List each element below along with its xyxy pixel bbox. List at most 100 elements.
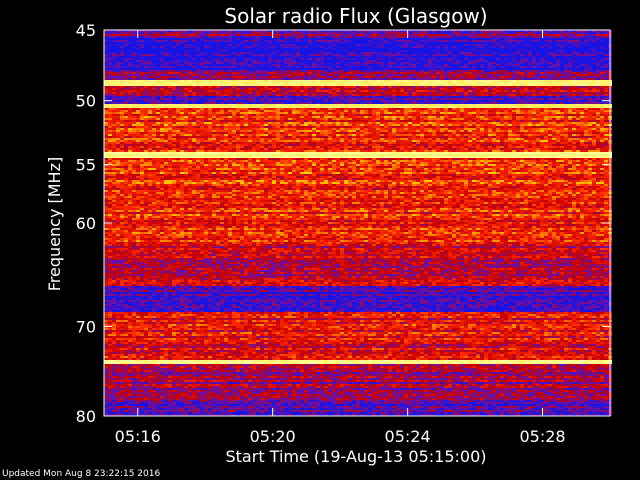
heatmap-cell-row-31 bbox=[392, 92, 396, 94]
heatmap-cell-row-7 bbox=[472, 44, 476, 46]
heatmap-cell-row-25 bbox=[588, 80, 592, 82]
heatmap-cell-row-26 bbox=[456, 82, 460, 84]
heatmap-cell-row-20 bbox=[120, 70, 124, 72]
heatmap-cell-row-10 bbox=[332, 50, 336, 52]
heatmap-cell-row-22 bbox=[344, 74, 348, 76]
heatmap-cell-row-32 bbox=[592, 94, 596, 96]
heatmap-cell-row-32 bbox=[108, 94, 112, 96]
heatmap-cell-row-5 bbox=[444, 40, 448, 42]
heatmap-cell-row-26 bbox=[160, 82, 164, 84]
heatmap-cell-row-31 bbox=[316, 92, 320, 94]
heatmap-cell-row-27 bbox=[380, 84, 384, 86]
heatmap-cell-row-21 bbox=[248, 72, 252, 74]
heatmap-cell-row-20 bbox=[368, 70, 372, 72]
heatmap-cell-row-5 bbox=[144, 40, 148, 42]
heatmap-cell-row-9 bbox=[452, 48, 456, 50]
heatmap-cell-row-13 bbox=[192, 56, 196, 58]
heatmap-cell-row-23 bbox=[424, 76, 428, 78]
heatmap-cell-row-35 bbox=[552, 100, 556, 102]
heatmap-cell-row-1 bbox=[584, 32, 588, 34]
heatmap-cell-row-36 bbox=[340, 102, 344, 104]
heatmap-cell-row-31 bbox=[160, 92, 164, 94]
heatmap-cell-row-24 bbox=[236, 78, 240, 80]
heatmap-cell-row-5 bbox=[148, 40, 152, 42]
heatmap-cell-row-18 bbox=[480, 66, 484, 68]
heatmap-cell-row-11 bbox=[208, 52, 212, 54]
heatmap-cell-row-34 bbox=[336, 98, 340, 100]
heatmap-cell-row-5 bbox=[236, 40, 240, 42]
heatmap-cell-row-12 bbox=[192, 54, 196, 56]
heatmap-cell-row-36 bbox=[148, 102, 152, 104]
heatmap-cell-row-5 bbox=[440, 40, 444, 42]
heatmap-cell-row-10 bbox=[316, 50, 320, 52]
heatmap-cell-row-33 bbox=[272, 96, 276, 98]
heatmap-cell-row-7 bbox=[108, 44, 112, 46]
heatmap-cell-row-31 bbox=[432, 92, 436, 94]
heatmap-cell-row-2 bbox=[444, 34, 448, 36]
heatmap-cell-row-20 bbox=[324, 70, 328, 72]
heatmap-cell-row-22 bbox=[316, 74, 320, 76]
heatmap-cell-row-11 bbox=[588, 52, 592, 54]
heatmap-cell-row-1 bbox=[160, 32, 164, 34]
heatmap-cell-row-10 bbox=[244, 50, 248, 52]
heatmap-cell-row-27 bbox=[120, 84, 124, 86]
heatmap-cell-row-1 bbox=[116, 32, 120, 34]
heatmap-cell-row-18 bbox=[348, 66, 352, 68]
heatmap-cell-row-1 bbox=[156, 32, 160, 34]
heatmap-cell-row-38 bbox=[224, 106, 228, 108]
heatmap-cell-row-4 bbox=[176, 38, 180, 40]
heatmap-cell-row-34 bbox=[592, 98, 596, 100]
heatmap-cell-row-36 bbox=[424, 102, 428, 104]
heatmap-cell-row-35 bbox=[264, 100, 268, 102]
heatmap-cell-row-24 bbox=[260, 78, 264, 80]
heatmap-cell-row-34 bbox=[228, 98, 232, 100]
heatmap-cell-row-38 bbox=[172, 106, 176, 108]
heatmap-cell-row-27 bbox=[356, 84, 360, 86]
heatmap-cell-row-12 bbox=[552, 54, 556, 56]
heatmap-cell-row-22 bbox=[456, 74, 460, 76]
heatmap-cell-row-8 bbox=[176, 46, 180, 48]
heatmap-cell-row-5 bbox=[556, 40, 560, 42]
heatmap-cell-row-9 bbox=[168, 48, 172, 50]
heatmap-cell-row-31 bbox=[244, 92, 248, 94]
heatmap-cell-row-31 bbox=[272, 92, 276, 94]
heatmap-cell-row-17 bbox=[440, 64, 444, 66]
heatmap-cell-row-32 bbox=[472, 94, 476, 96]
heatmap-cell-row-18 bbox=[108, 66, 112, 68]
heatmap-cell-row-14 bbox=[396, 58, 400, 60]
heatmap-cell-row-27 bbox=[344, 84, 348, 86]
heatmap-cell-row-25 bbox=[356, 80, 360, 82]
heatmap-cell-row-6 bbox=[152, 42, 156, 44]
heatmap-cell-row-2 bbox=[600, 34, 604, 36]
heatmap-cell-row-29 bbox=[260, 88, 264, 90]
heatmap-cell-row-17 bbox=[412, 64, 416, 66]
heatmap-cell-row-33 bbox=[392, 96, 396, 98]
heatmap-cell-row-1 bbox=[420, 32, 424, 34]
heatmap-cell-row-31 bbox=[524, 92, 528, 94]
heatmap-cell-row-9 bbox=[508, 48, 512, 50]
heatmap-cell-row-29 bbox=[248, 88, 252, 90]
heatmap-cell-row-5 bbox=[208, 40, 212, 42]
heatmap-cell-row-3 bbox=[280, 36, 284, 38]
heatmap-cell-row-13 bbox=[552, 56, 556, 58]
heatmap-cell-row-5 bbox=[428, 40, 432, 42]
heatmap-cell-row-9 bbox=[328, 48, 332, 50]
heatmap-cell-row-21 bbox=[304, 72, 308, 74]
heatmap-cell-row-10 bbox=[456, 50, 460, 52]
heatmap-cell-row-31 bbox=[344, 92, 348, 94]
heatmap-cell-row-20 bbox=[588, 70, 592, 72]
heatmap-cell-row-7 bbox=[440, 44, 444, 46]
heatmap-cell-row-34 bbox=[576, 98, 580, 100]
heatmap-cell-row-8 bbox=[488, 46, 492, 48]
heatmap-cell-row-24 bbox=[436, 78, 440, 80]
heatmap-cell-row-15 bbox=[520, 60, 524, 62]
heatmap-cell-row-28 bbox=[320, 86, 324, 88]
heatmap-cell-row-2 bbox=[416, 34, 420, 36]
heatmap-cell-row-36 bbox=[128, 102, 132, 104]
heatmap-cell-row-6 bbox=[128, 42, 132, 44]
heatmap-cell-row-2 bbox=[432, 34, 436, 36]
heatmap-cell-row-32 bbox=[532, 94, 536, 96]
heatmap-cell-row-34 bbox=[548, 98, 552, 100]
heatmap-cell-row-23 bbox=[572, 76, 576, 78]
heatmap-cell-row-39 bbox=[192, 108, 196, 110]
